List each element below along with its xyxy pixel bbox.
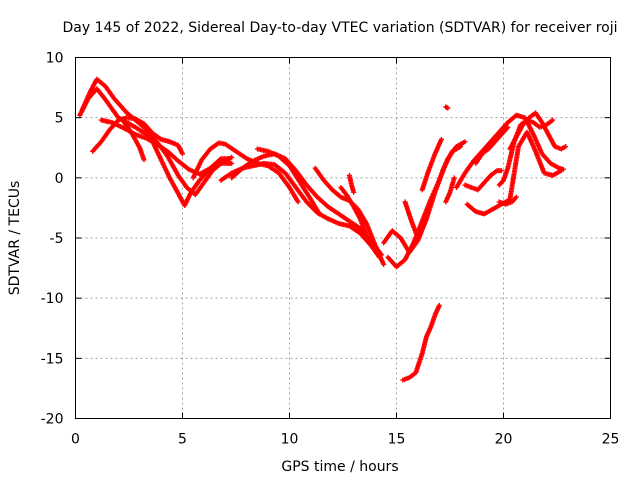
data-point [421, 221, 427, 227]
series-track-9 [254, 146, 322, 217]
data-point [229, 154, 235, 160]
series-track-15 [402, 199, 427, 241]
y-tick-label: 5 [55, 111, 64, 127]
data-point [505, 124, 511, 130]
data-point [180, 151, 185, 157]
data-point [141, 157, 147, 163]
x-tick-label: 10 [281, 432, 299, 448]
data-point [445, 105, 451, 111]
data-point [351, 189, 357, 195]
series-track-22 [473, 124, 511, 166]
y-tick-label: -5 [50, 231, 64, 247]
series-track-1 [77, 86, 233, 209]
data-point [451, 175, 457, 181]
x-axis-title: GPS time / hours [281, 459, 398, 475]
data-point [558, 168, 564, 174]
x-tick-label: 20 [495, 432, 513, 448]
x-tick-label: 0 [71, 432, 80, 448]
y-tick-label: -10 [41, 291, 64, 307]
data-point [550, 117, 556, 123]
series-track-11 [338, 184, 370, 239]
data-point [436, 302, 442, 308]
tick-layer: 0 5 10 15 20 25 -20 -15 -10 -5 0 5 10 [41, 51, 620, 448]
chart-title: Day 145 of 2022, Sidereal Day-to-day VTE… [62, 20, 617, 36]
series-track-25 [462, 168, 504, 193]
data-layer [77, 76, 569, 383]
series-track-14 [385, 139, 468, 270]
data-point [364, 233, 370, 239]
data-point [513, 194, 519, 200]
series-track-26 [496, 194, 519, 207]
x-tick-label: 5 [178, 432, 187, 448]
data-point [498, 168, 504, 174]
series-track-12 [346, 172, 357, 195]
data-point [438, 136, 444, 142]
y-tick-label: 0 [55, 171, 64, 187]
series-track-24 [496, 117, 556, 188]
x-tick-label: 15 [388, 432, 406, 448]
grid-layer [75, 57, 611, 419]
y-axis-title: SDTVAR / TECUs [7, 181, 23, 296]
data-point [381, 261, 387, 267]
series-track-18 [400, 302, 442, 383]
series-track-17 [443, 175, 457, 205]
x-tick-label: 25 [602, 432, 620, 448]
y-tick-label: -15 [41, 351, 64, 367]
series-track-16 [419, 136, 444, 193]
data-point [295, 199, 301, 205]
data-point [316, 211, 322, 217]
data-point [229, 160, 235, 166]
series-track-19 [443, 104, 451, 111]
series-track-5 [120, 117, 147, 163]
y-tick-label: 10 [46, 51, 64, 67]
y-tick-label: -20 [41, 412, 64, 428]
data-point [462, 139, 468, 145]
data-point [563, 144, 569, 150]
series-track-10 [312, 165, 387, 267]
